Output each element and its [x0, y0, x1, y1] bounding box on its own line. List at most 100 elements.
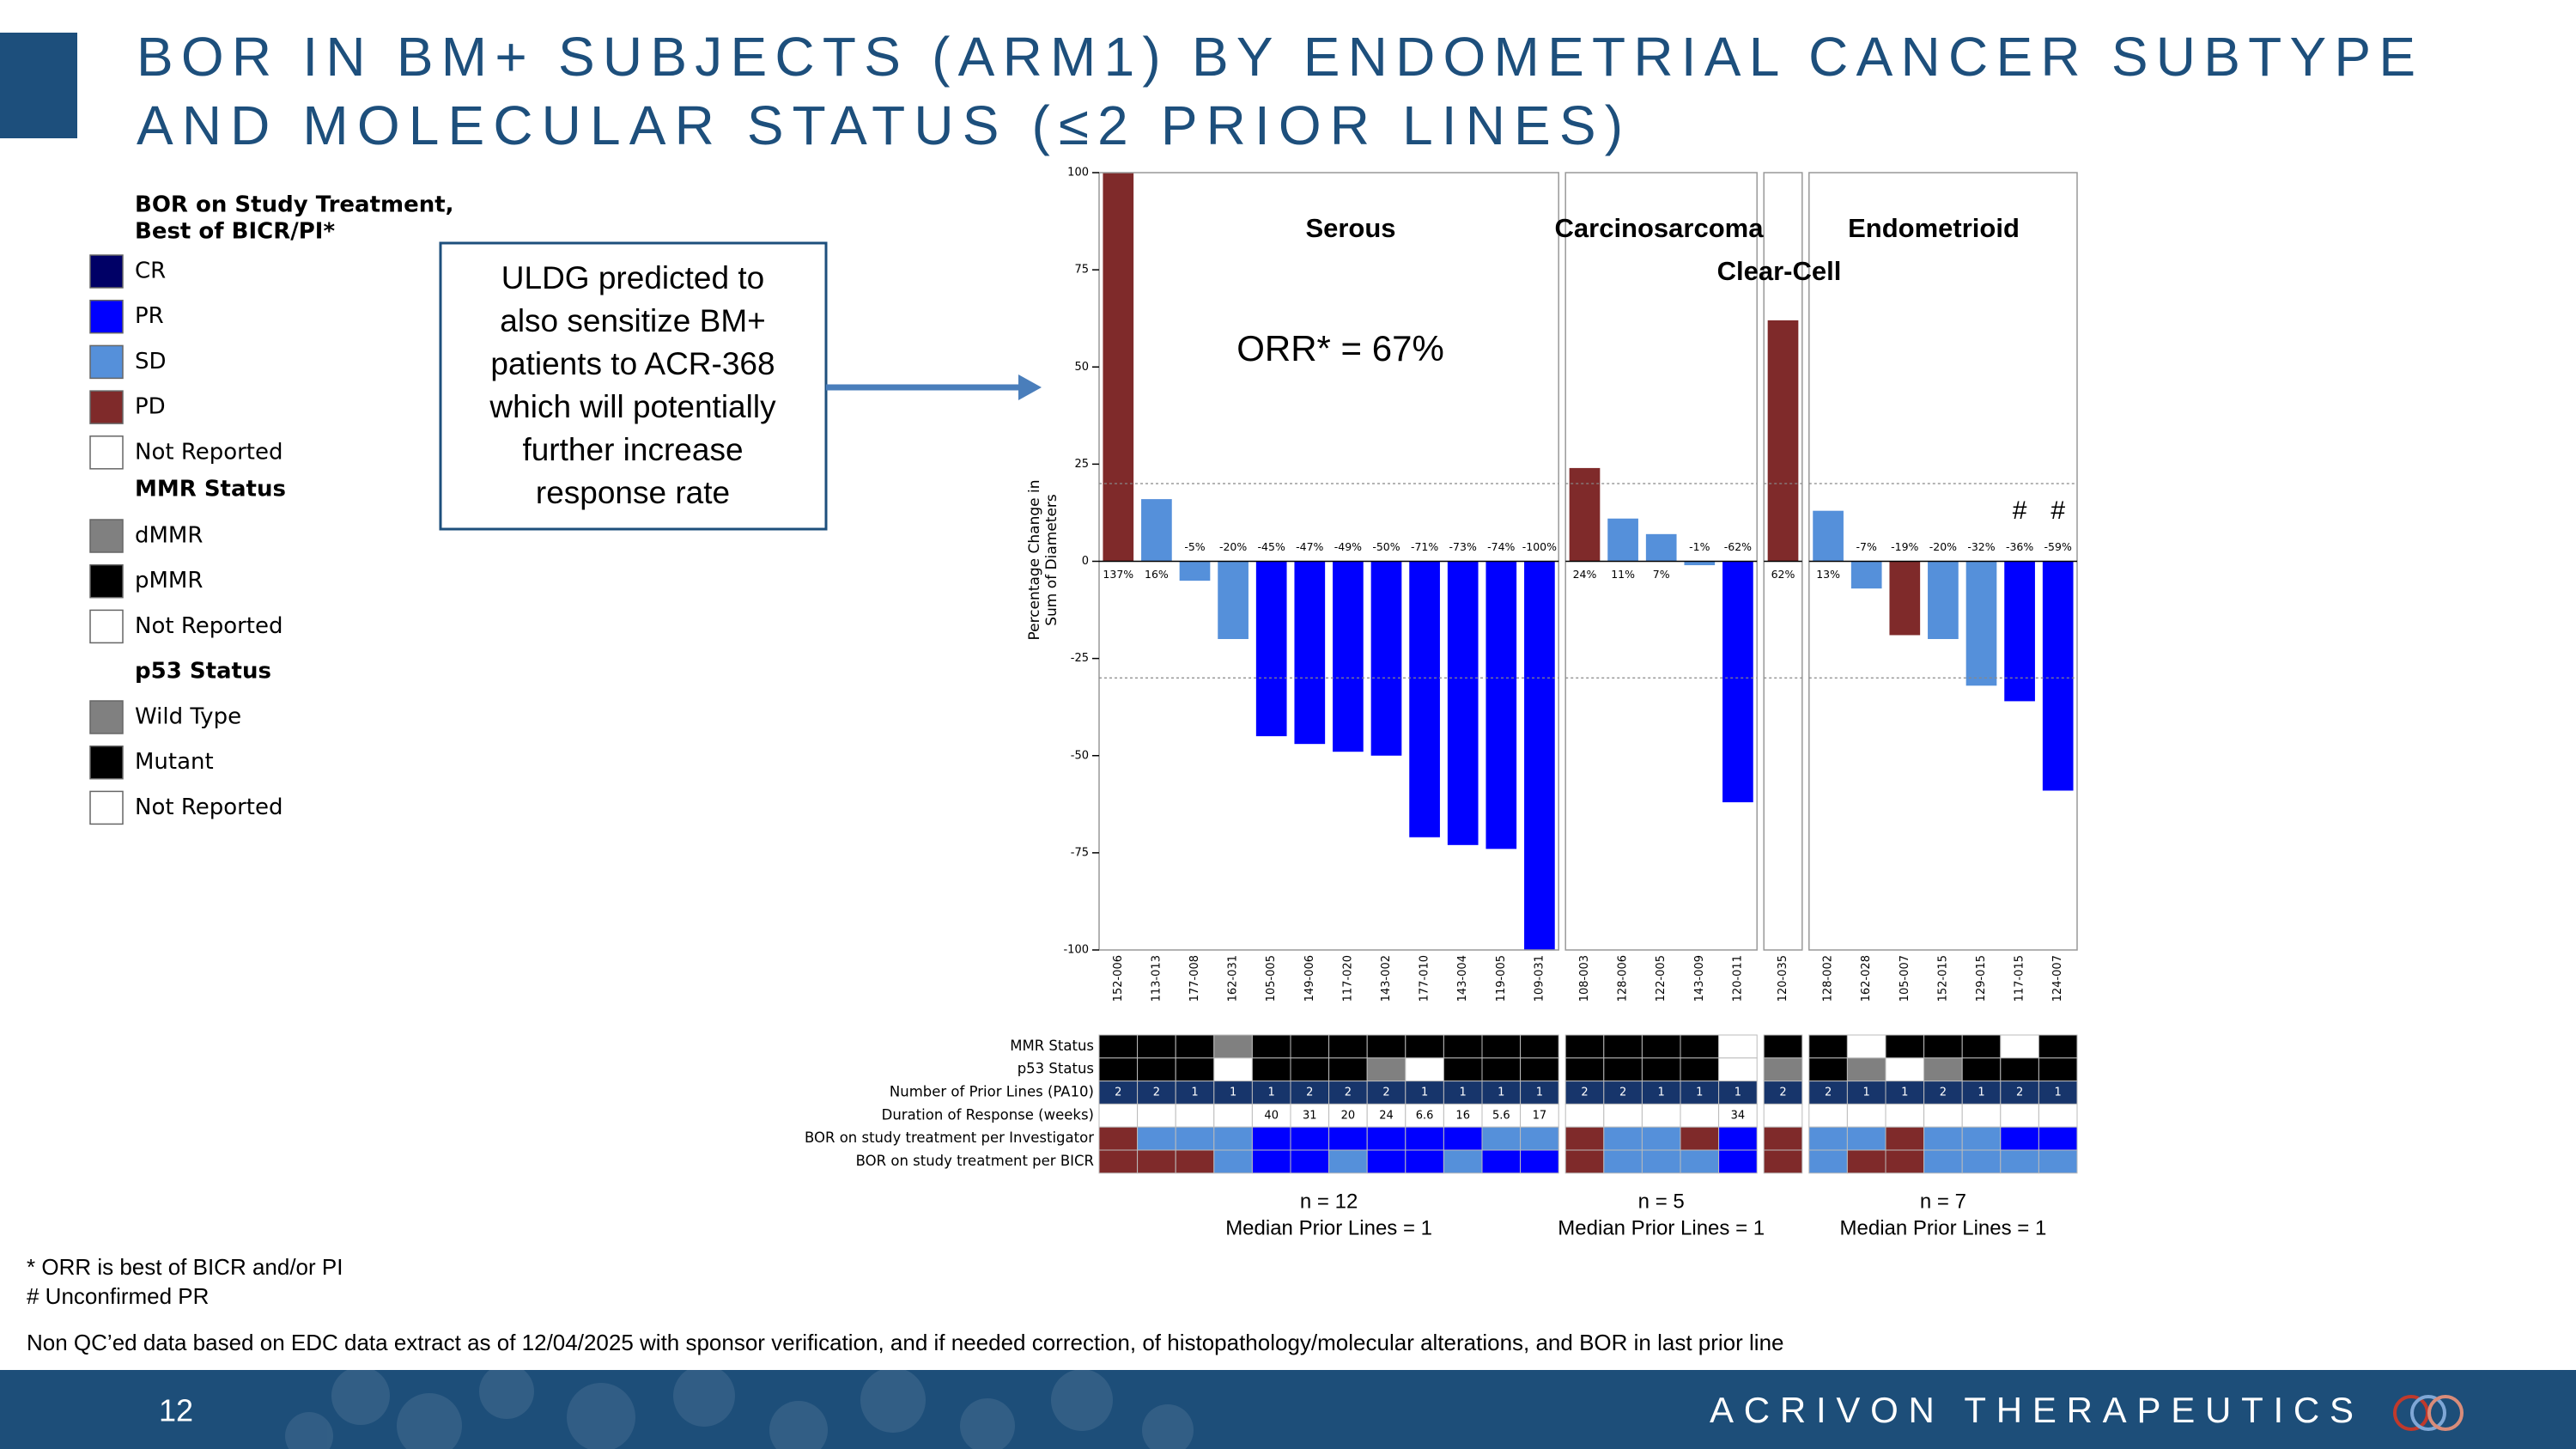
footer-decoration [285, 1364, 1194, 1449]
table-cell [1808, 1103, 1848, 1128]
table-cell [1680, 1103, 1720, 1128]
bar [1485, 561, 1517, 849]
table-cell [2038, 1057, 2078, 1082]
table-cell [1846, 1103, 1886, 1128]
table-cell [2000, 1034, 2039, 1059]
company-name: ACRIVON THERAPEUTICS [1710, 1390, 2354, 1430]
x-tick-label: 109-031 [1533, 955, 1546, 1002]
panel-n: n = 7 [1920, 1190, 1966, 1213]
table-cell [1098, 1103, 1139, 1128]
table-cell [1366, 1034, 1406, 1059]
x-tick-label: 152-006 [1112, 955, 1125, 1002]
value-label: -74% [1487, 540, 1515, 553]
bar [2042, 561, 2074, 791]
table-cell [1481, 1126, 1522, 1151]
table-cell-text: 2 [1306, 1087, 1313, 1099]
table-row-label: p53 Status [1018, 1061, 1094, 1077]
table-cell [1718, 1034, 1758, 1059]
table-cell-text: 1 [1735, 1087, 1741, 1099]
table-cell [1290, 1034, 1330, 1059]
table-cell [1481, 1057, 1522, 1082]
legend-swatch [89, 344, 124, 380]
table-cell [1680, 1034, 1720, 1059]
table-cell [1366, 1057, 1406, 1082]
table-cell-text: 31 [1303, 1109, 1317, 1122]
table-cell-text: 2 [1581, 1087, 1588, 1099]
table-cell [1481, 1103, 1522, 1128]
legend-label: PD [135, 394, 166, 420]
callout-text: also sensitize BM+ [500, 303, 766, 338]
table-cell [1366, 1149, 1406, 1174]
table-cell [1718, 1103, 1758, 1128]
legend-label: pMMR [135, 568, 203, 594]
bar [1218, 561, 1249, 639]
table-cell [1443, 1081, 1483, 1105]
legend-heading: MMR Status [135, 477, 286, 502]
table-cell [1328, 1034, 1368, 1059]
y-tick-label: -75 [1071, 846, 1089, 859]
x-tick-label: 143-002 [1380, 955, 1393, 1002]
table-cell-text: 2 [1779, 1087, 1786, 1099]
legend-swatch [89, 790, 124, 825]
bar [1179, 561, 1211, 581]
x-tick-label: 120-035 [1777, 955, 1789, 1002]
panel-title: Endometrioid [1848, 213, 2020, 243]
callout-text: which will potentially [489, 389, 776, 424]
table-cell [1885, 1057, 1925, 1082]
table-cell [1366, 1081, 1406, 1105]
legend-swatch [89, 609, 124, 644]
x-tick-label: 177-008 [1188, 955, 1201, 1002]
legend-label: Wild Type [135, 704, 241, 730]
callout-box [439, 241, 828, 531]
table-cell [1443, 1126, 1483, 1151]
table-cell [1718, 1081, 1758, 1105]
table-cell [1213, 1126, 1253, 1151]
table-cell [1098, 1149, 1139, 1174]
table-cell [1520, 1057, 1559, 1082]
table-cell-text: 2 [1619, 1087, 1626, 1099]
table-cell [1564, 1034, 1605, 1059]
table-cell-text: 2 [1940, 1087, 1947, 1099]
value-label: -19% [1891, 540, 1918, 553]
value-label: -45% [1258, 540, 1285, 553]
table-cell-text: 1 [1421, 1087, 1428, 1099]
value-label: -7% [1856, 540, 1877, 553]
table-row-label: Number of Prior Lines (PA10) [890, 1084, 1094, 1100]
panel-title: Carcinosarcoma [1555, 213, 1765, 243]
value-label: -59% [2044, 540, 2072, 553]
table-cell [2000, 1081, 2039, 1105]
table-cell-text: 1 [2055, 1087, 2062, 1099]
table-cell [1213, 1034, 1253, 1059]
table-cell [1885, 1103, 1925, 1128]
bar [1645, 533, 1677, 562]
table-cell [1175, 1103, 1215, 1128]
value-label: 11% [1611, 568, 1635, 581]
table-cell [1520, 1149, 1559, 1174]
panel-title: Clear-Cell [1717, 256, 1842, 286]
table-cell [2000, 1149, 2039, 1174]
bar [1569, 467, 1601, 562]
table-cell [2038, 1034, 2078, 1059]
table-cell [1808, 1149, 1848, 1174]
table-cell [1520, 1034, 1559, 1059]
legend-heading: Best of BICR/PI* [135, 219, 335, 245]
x-tick-label: 128-006 [1617, 955, 1630, 1002]
footnote: * ORR is best of BICR and/or PI [27, 1254, 343, 1280]
flag-mark: # [2013, 496, 2027, 525]
x-tick-label: 105-005 [1265, 955, 1278, 1002]
legend-swatch [89, 745, 124, 780]
table-cell [1137, 1126, 1176, 1151]
y-tick-label: 25 [1074, 458, 1089, 471]
table-cell-text: 2 [1153, 1087, 1160, 1099]
legend-label: Mutant [135, 749, 214, 775]
y-tick-label: 100 [1067, 167, 1089, 180]
x-tick-label: 128-002 [1822, 955, 1835, 1002]
value-label: 62% [1771, 568, 1795, 581]
value-label: 16% [1145, 568, 1169, 581]
bar [1524, 561, 1555, 950]
table-cell [1923, 1057, 1963, 1082]
footnote: # Unconfirmed PR [27, 1283, 209, 1309]
table-cell [1641, 1126, 1681, 1151]
legend-label: Not Reported [135, 795, 283, 820]
